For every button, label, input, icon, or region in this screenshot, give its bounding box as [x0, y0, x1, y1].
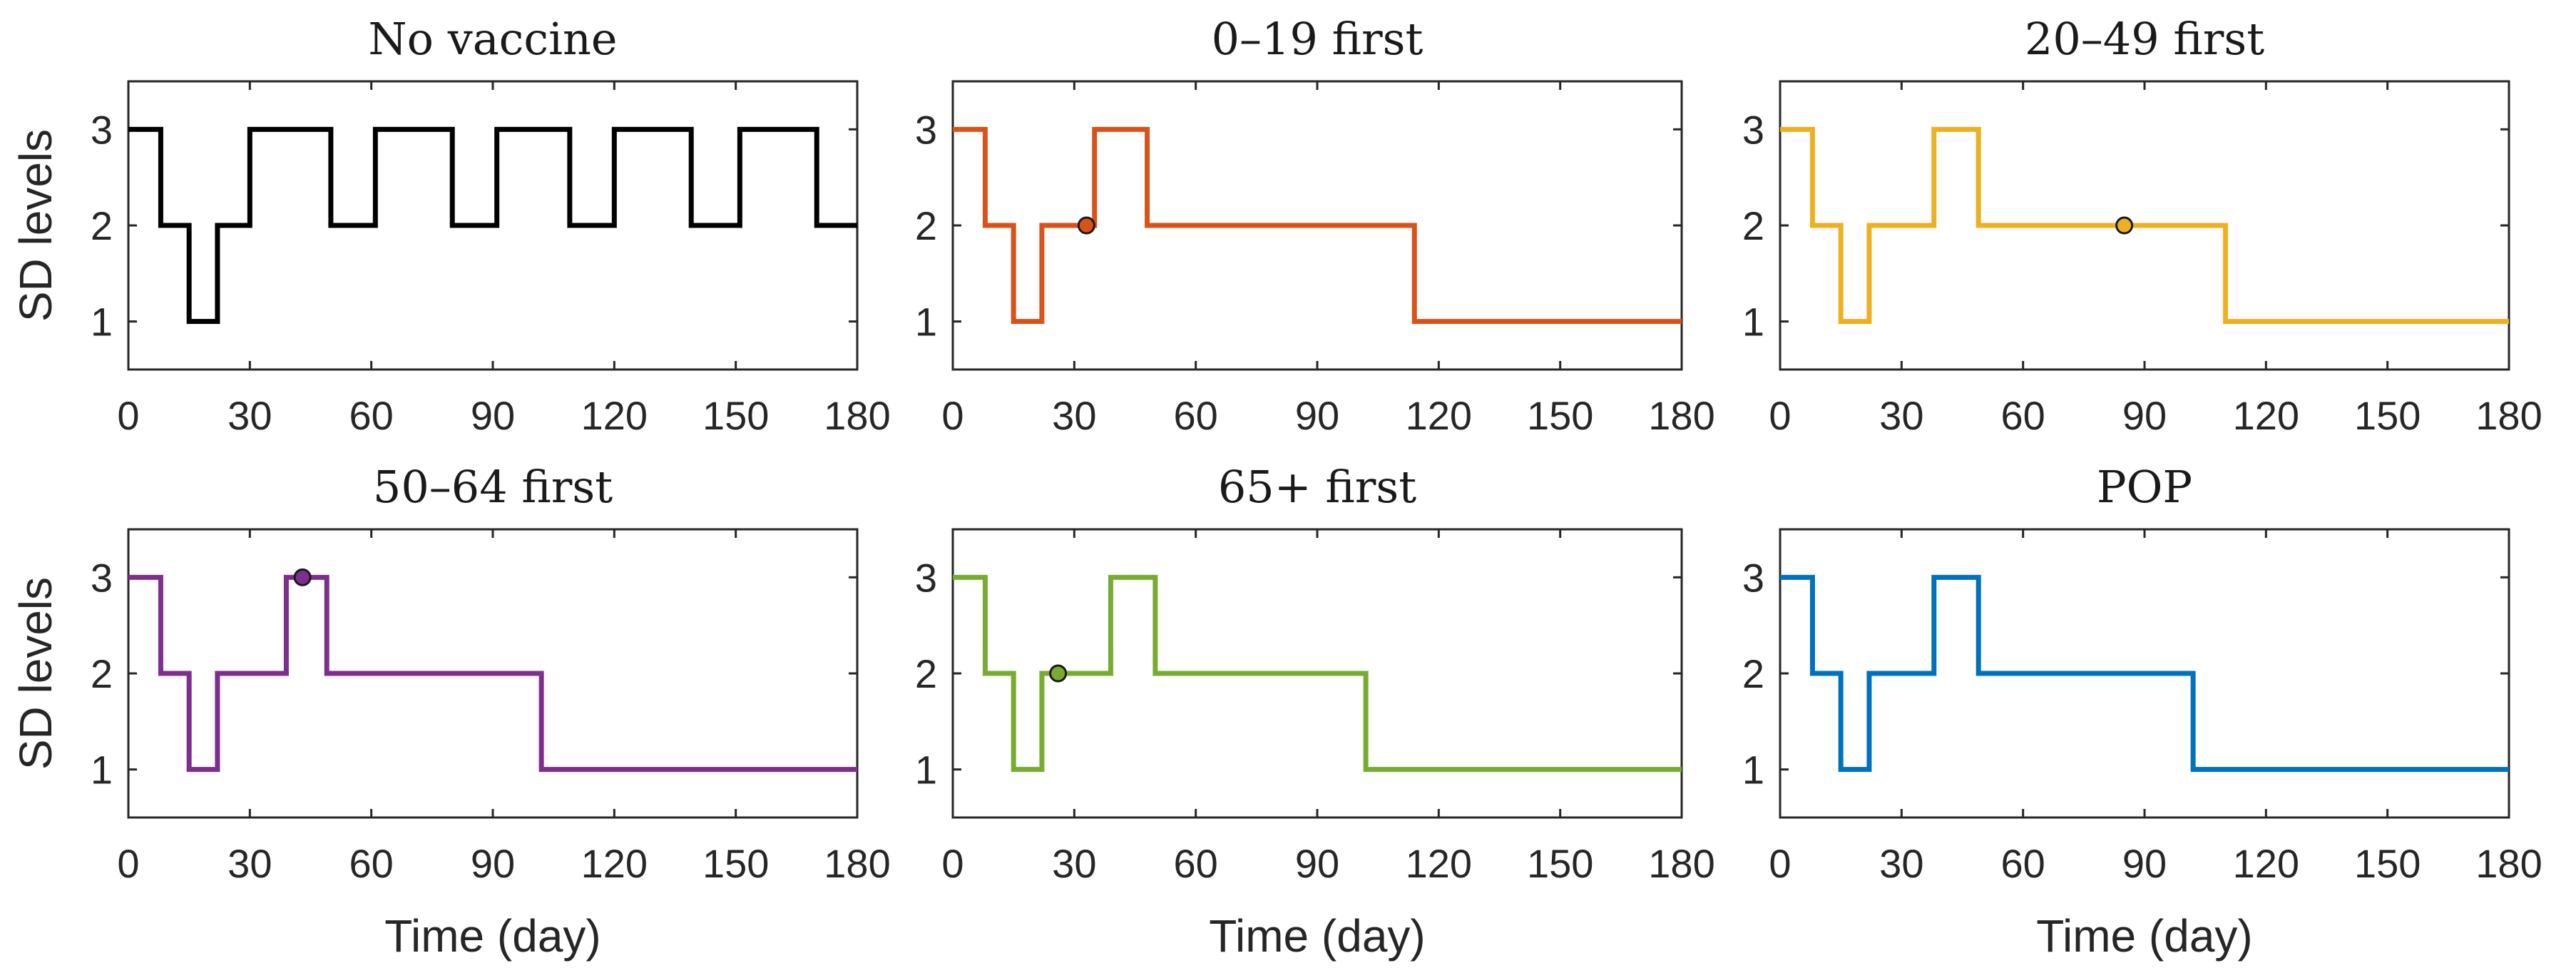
x-tick-label: 60: [2001, 393, 2045, 438]
x-tick-label: 150: [2354, 393, 2421, 438]
x-tick-label: 180: [1648, 393, 1714, 438]
x-tick-label: 90: [1295, 841, 1339, 886]
series-marker: [2115, 216, 2134, 235]
x-tick-label: 150: [702, 393, 769, 438]
y-tick-label: 3: [915, 107, 937, 152]
y-tick-label: 2: [915, 203, 937, 248]
y-tick-label: 3: [91, 555, 113, 600]
x-tick-label: 180: [2475, 841, 2542, 886]
panel-0: No vaccine 0 30 60 90 120 150 180 1 2 3 SD levels: [10, 13, 891, 438]
y-tick-label: 1: [91, 300, 113, 345]
series-line: [1780, 574, 2509, 773]
x-tick-label: 30: [1052, 841, 1096, 886]
y-tick-label: 3: [1742, 107, 1764, 152]
x-tick-label: 30: [228, 393, 272, 438]
panel-5: POP 0 30 60 90 120 150 180 1 2 3 Time (day): [1742, 461, 2542, 962]
x-tick-label: 90: [471, 393, 515, 438]
y-tick-label: 2: [1742, 203, 1764, 248]
panel-4: 65+ first 0 30 60 90 120 150 180 1 2 3 Time (day): [915, 461, 1715, 962]
series-line: [1780, 126, 2509, 325]
x-tick-label: 90: [471, 841, 515, 886]
x-axis-label: Time (day): [2036, 910, 2252, 962]
series-marker: [1049, 664, 1068, 683]
x-tick-label: 30: [1879, 393, 1923, 438]
panel-2: 20–49 first 0 30 60 90 120 150 180 1 2 3: [1742, 13, 2542, 438]
x-tick-label: 60: [1174, 841, 1218, 886]
panel-title: 0–19 first: [1212, 13, 1424, 65]
y-tick-label: 3: [91, 107, 113, 152]
x-tick-label: 180: [1648, 841, 1714, 886]
series-marker: [293, 568, 312, 586]
y-tick-label: 2: [91, 203, 113, 248]
series-line: [128, 574, 857, 773]
x-tick-label: 30: [228, 841, 272, 886]
panel-title: No vaccine: [368, 13, 617, 65]
x-tick-label: 150: [1527, 393, 1593, 438]
x-tick-label: 120: [581, 393, 648, 438]
x-tick-label: 0: [941, 393, 964, 438]
x-tick-label: 0: [117, 393, 139, 438]
y-tick-label: 2: [91, 651, 113, 696]
x-tick-label: 60: [2001, 841, 2045, 886]
series-line: [953, 126, 1682, 325]
y-tick-label: 1: [915, 748, 937, 793]
panel-title: POP: [2097, 461, 2192, 513]
x-tick-label: 150: [1527, 841, 1593, 886]
x-tick-label: 0: [1769, 841, 1791, 886]
y-tick-label: 1: [915, 300, 937, 345]
x-tick-label: 90: [1295, 393, 1339, 438]
x-axis-label: Time (day): [1209, 910, 1425, 962]
panel-1: 0–19 first 0 30 60 90 120 150 180 1 2 3: [915, 13, 1715, 438]
x-tick-label: 60: [349, 841, 394, 886]
y-tick-label: 1: [1742, 300, 1764, 345]
x-tick-label: 0: [941, 841, 964, 886]
x-tick-label: 180: [824, 393, 890, 438]
y-axis-label: SD levels: [10, 577, 61, 770]
x-tick-label: 90: [2122, 841, 2167, 886]
x-tick-label: 120: [2233, 393, 2299, 438]
series-line: [953, 574, 1682, 773]
y-tick-label: 2: [915, 651, 937, 696]
series-marker: [1077, 216, 1095, 235]
panel-title: 65+ first: [1218, 461, 1416, 513]
y-axis-label: SD levels: [10, 129, 61, 322]
x-tick-label: 0: [1769, 393, 1791, 438]
x-tick-label: 30: [1052, 393, 1096, 438]
x-tick-label: 90: [2122, 393, 2167, 438]
x-tick-label: 120: [1406, 393, 1472, 438]
x-tick-label: 120: [2233, 841, 2299, 886]
y-tick-label: 3: [915, 555, 937, 600]
x-tick-label: 150: [702, 841, 769, 886]
x-tick-label: 120: [1406, 841, 1472, 886]
y-tick-label: 1: [1742, 748, 1764, 793]
x-tick-label: 0: [117, 841, 139, 886]
x-tick-label: 60: [349, 393, 394, 438]
x-tick-label: 150: [2354, 841, 2421, 886]
x-tick-label: 120: [581, 841, 648, 886]
y-tick-label: 1: [91, 748, 113, 793]
x-tick-label: 30: [1879, 841, 1923, 886]
panel-3: 50–64 first 0 30 60 90 120 150 180 1 2 3 SD levels T…: [10, 461, 891, 962]
x-tick-label: 60: [1174, 393, 1218, 438]
series-line: [128, 126, 857, 325]
panel-title: 50–64 first: [373, 461, 613, 513]
x-tick-label: 180: [824, 841, 890, 886]
x-axis-label: Time (day): [384, 910, 600, 962]
y-tick-label: 3: [1742, 555, 1764, 600]
x-tick-label: 180: [2475, 393, 2542, 438]
panel-title: 20–49 first: [2025, 13, 2264, 65]
y-tick-label: 2: [1742, 651, 1764, 696]
